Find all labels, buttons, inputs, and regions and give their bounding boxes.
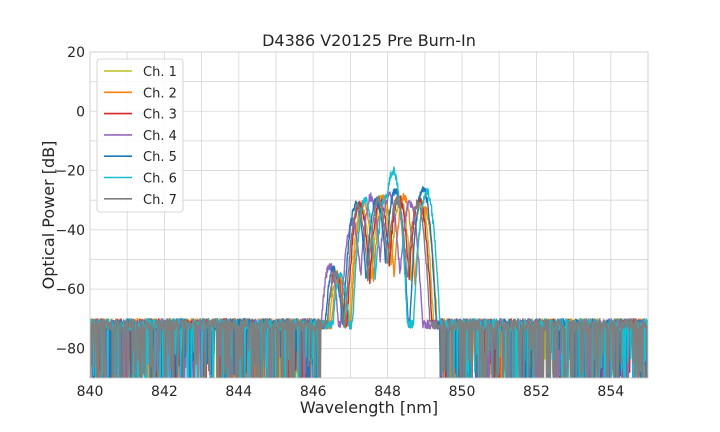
legend-label: Ch. 2 [143,86,177,101]
x-tick-label: 842 [151,384,178,400]
y-tick-label: 20 [67,45,85,61]
series-line [90,195,648,378]
x-tick-label: 846 [300,384,327,400]
legend-label: Ch. 7 [143,193,177,208]
legend-label: Ch. 3 [143,108,177,123]
x-axis-label: Wavelength [nm] [300,398,438,417]
x-tick-label: 840 [77,384,104,400]
x-tick-label: 852 [523,384,550,400]
y-tick-label: −80 [55,341,85,357]
series-lines [90,166,648,378]
y-tick-label: 0 [76,104,85,120]
legend-label: Ch. 6 [143,172,177,187]
x-tick-label: 844 [225,384,252,400]
plot-frame [89,51,649,379]
chart-title: D4386 V20125 Pre Burn-In [262,31,476,50]
y-tick-label: −40 [55,223,85,239]
legend-label: Ch. 1 [143,65,177,80]
x-tick-label: 848 [374,384,401,400]
y-tick-label: −60 [55,282,85,298]
y-axis-label: Optical Power [dB] [39,141,58,290]
legend: Ch. 1 Ch. 2 Ch. 3 Ch. 4 Ch. 5 Ch. 6 Ch. 7 [96,58,184,213]
legend-label: Ch. 4 [143,129,177,144]
y-tick-labels: −80 −60 −40 −20 0 20 [55,45,85,357]
x-tick-label: 850 [449,384,476,400]
x-tick-label: 854 [597,384,624,400]
x-tick-labels: 840 842 844 846 848 850 852 854 [77,384,625,400]
legend-label: Ch. 5 [143,150,177,165]
y-tick-label: −20 [55,164,85,180]
legend-box [96,58,184,213]
